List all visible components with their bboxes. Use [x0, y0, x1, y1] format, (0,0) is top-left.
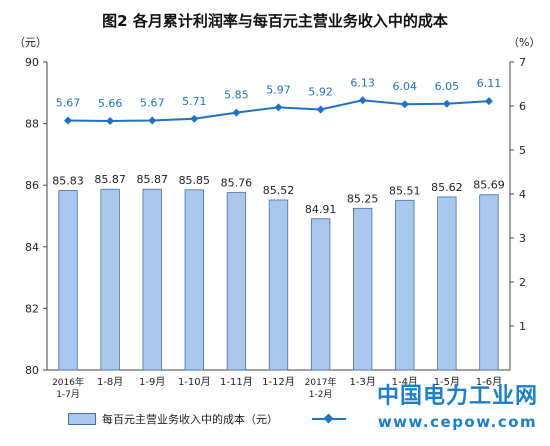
watermark-cn: 中国电力工业网 [376, 384, 538, 409]
line-point [274, 103, 283, 112]
x-tick-label: 1-8月 [97, 376, 123, 388]
bar-value-label: 85.69 [473, 179, 505, 192]
left-tick-label: 88 [25, 118, 39, 131]
right-axis-unit: （%） [508, 36, 541, 49]
bar [479, 194, 499, 371]
bar-value-label: 85.83 [52, 174, 84, 187]
right-tick-label: 5 [519, 144, 526, 157]
bar [395, 199, 415, 371]
line-value-label: 5.67 [56, 97, 81, 110]
bar-value-label: 85.76 [221, 177, 253, 190]
right-tick-label: 6 [519, 100, 526, 113]
watermark-en: www.cepow.com [377, 413, 538, 431]
x-tick-label: 1-12月 [262, 376, 295, 388]
line-value-label: 6.05 [435, 80, 460, 93]
right-tick-label: 3 [519, 232, 526, 245]
x-tick-label: 1-9月 [139, 376, 165, 388]
legend-bar-label: 每百元主营业务收入中的成本（元） [102, 413, 278, 426]
bar [100, 188, 120, 371]
x-tick-label: 2017年 [305, 376, 337, 388]
watermark-logo: 中国电力工业网 www.cepow.com [377, 378, 538, 431]
bar [437, 196, 457, 371]
left-tick-label: 90 [25, 56, 39, 69]
line-value-label: 5.71 [182, 95, 207, 108]
x-tick-label: 1-3月 [350, 376, 376, 388]
right-tick-label: 1 [519, 320, 526, 333]
x-tick-label: 1-2月 [309, 389, 333, 400]
line-point [232, 108, 241, 117]
line-point [106, 116, 115, 125]
bar [58, 190, 78, 371]
line-value-label: 6.04 [393, 80, 418, 93]
bar-value-label: 85.85 [179, 174, 211, 187]
bar-value-label: 85.87 [136, 173, 168, 186]
x-tick-label: 1-11月 [220, 376, 253, 388]
x-tick-label: 1-7月 [56, 389, 80, 400]
line-point [442, 99, 451, 108]
bar-value-label: 85.25 [347, 192, 379, 205]
bar [226, 192, 247, 371]
bar [310, 218, 331, 371]
line-point [484, 97, 493, 106]
line-point [64, 116, 73, 125]
line-value-label: 5.66 [98, 97, 123, 110]
bar-value-label: 85.87 [94, 173, 126, 186]
bar [184, 189, 204, 371]
left-tick-label: 84 [25, 241, 39, 254]
bar-value-label: 85.62 [431, 181, 463, 194]
bar [353, 207, 373, 371]
line-value-label: 5.85 [224, 89, 249, 102]
chart-title: 图2 各月累计利润率与每百元主营业务收入中的成本 [102, 12, 448, 30]
line-value-label: 5.97 [266, 83, 291, 96]
legend-line-swatch [312, 414, 346, 424]
line-point [190, 114, 199, 123]
x-tick-label: 1-10月 [178, 376, 211, 388]
line-point [148, 116, 157, 125]
left-tick-label: 86 [25, 179, 39, 192]
x-tick-label: 1-5月 [434, 376, 460, 388]
left-tick-label: 80 [25, 364, 39, 377]
left-axis-unit: （元） [14, 36, 47, 49]
right-tick-label: 4 [519, 188, 526, 201]
right-tick-label: 2 [519, 276, 526, 289]
x-tick-label: 1-4月 [392, 376, 418, 388]
right-tick-label: 7 [519, 56, 526, 69]
left-tick-label: 82 [25, 302, 39, 315]
legend-bar-swatch [68, 413, 96, 425]
line-value-label: 6.11 [477, 77, 502, 90]
x-tick-label: 1-6月 [476, 376, 502, 388]
bar [142, 188, 162, 371]
x-tick-label: 2016年 [52, 376, 84, 388]
line-point [358, 96, 367, 105]
bar [268, 199, 289, 371]
line-point [400, 100, 409, 109]
line-value-label: 6.13 [350, 76, 375, 89]
line-value-label: 5.92 [308, 86, 333, 99]
line-point [316, 105, 325, 114]
bar-value-label: 85.51 [389, 184, 421, 197]
line-value-label: 5.67 [140, 97, 165, 110]
bar-value-label: 84.91 [305, 203, 337, 216]
bar-value-label: 85.52 [263, 184, 295, 197]
legend: 每百元主营业务收入中的成本（元） [68, 411, 346, 427]
